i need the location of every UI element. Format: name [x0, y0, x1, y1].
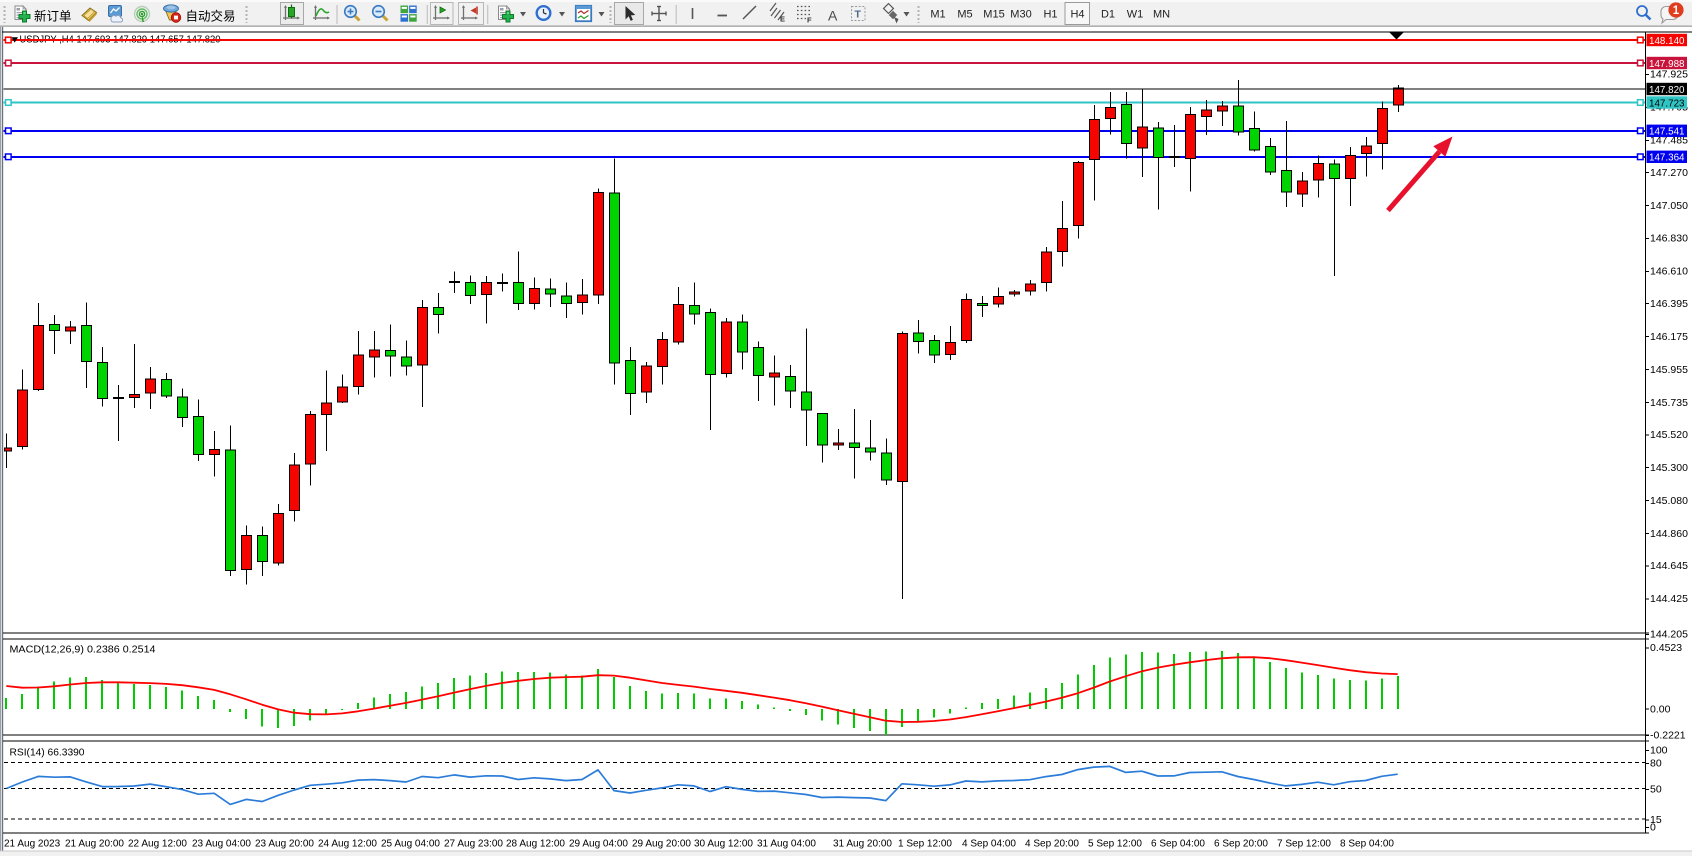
svg-text:146.610: 146.610	[1650, 266, 1688, 278]
svg-text:H1: H1	[1043, 9, 1057, 21]
svg-text:21 Aug 20:00: 21 Aug 20:00	[65, 839, 124, 850]
svg-text:29 Aug 20:00: 29 Aug 20:00	[632, 839, 691, 850]
svg-text:E: E	[780, 15, 785, 24]
svg-text:8 Sep 04:00: 8 Sep 04:00	[1340, 839, 1394, 850]
svg-text:147.270: 147.270	[1650, 167, 1688, 179]
svg-text:21 Aug 2023: 21 Aug 2023	[4, 839, 61, 850]
svg-text:4 Sep 20:00: 4 Sep 20:00	[1025, 839, 1079, 850]
svg-text:M1: M1	[930, 9, 945, 21]
svg-text:M30: M30	[1010, 9, 1031, 21]
svg-text:7 Sep 12:00: 7 Sep 12:00	[1277, 839, 1331, 850]
svg-text:147.485: 147.485	[1650, 135, 1688, 147]
svg-text:T: T	[855, 9, 862, 21]
svg-text:6 Sep 04:00: 6 Sep 04:00	[1151, 839, 1205, 850]
svg-text:22 Aug 12:00: 22 Aug 12:00	[128, 839, 187, 850]
svg-text:147.723: 147.723	[1649, 97, 1685, 109]
svg-text:145.300: 145.300	[1650, 462, 1688, 474]
svg-text:146.175: 146.175	[1650, 331, 1688, 343]
svg-text:146.830: 146.830	[1650, 233, 1688, 245]
svg-text:145.520: 145.520	[1650, 429, 1688, 441]
svg-text:24 Aug 12:00: 24 Aug 12:00	[318, 839, 377, 850]
svg-text:29 Aug 04:00: 29 Aug 04:00	[569, 839, 628, 850]
svg-text:50: 50	[1650, 784, 1662, 796]
svg-text:W1: W1	[1127, 9, 1144, 21]
svg-text:31 Aug 20:00: 31 Aug 20:00	[833, 839, 892, 850]
svg-text:148.140: 148.140	[1649, 35, 1685, 47]
svg-text:28 Aug 12:00: 28 Aug 12:00	[506, 839, 565, 850]
svg-text:145.735: 145.735	[1650, 397, 1688, 409]
svg-text:23 Aug 04:00: 23 Aug 04:00	[192, 839, 251, 850]
svg-text:147.925: 147.925	[1650, 69, 1688, 81]
svg-text:80: 80	[1650, 758, 1662, 770]
svg-text:6 Sep 20:00: 6 Sep 20:00	[1214, 839, 1268, 850]
svg-text:5 Sep 12:00: 5 Sep 12:00	[1088, 839, 1142, 850]
svg-text:15: 15	[1650, 814, 1662, 826]
svg-text:146.395: 146.395	[1650, 298, 1688, 310]
svg-text:144.860: 144.860	[1650, 528, 1688, 540]
svg-text:MACD(12,26,9) 0.2386 0.2514: MACD(12,26,9) 0.2386 0.2514	[10, 645, 156, 656]
svg-text:1 Sep 12:00: 1 Sep 12:00	[898, 839, 952, 850]
svg-text:MN: MN	[1153, 9, 1170, 21]
svg-text:144.425: 144.425	[1650, 593, 1688, 605]
svg-text:新订单: 新订单	[34, 9, 72, 24]
svg-text:147.050: 147.050	[1650, 200, 1688, 212]
svg-text:-0.2221: -0.2221	[1650, 730, 1686, 742]
svg-text:4 Sep 04:00: 4 Sep 04:00	[962, 839, 1016, 850]
svg-text:147.364: 147.364	[1649, 152, 1685, 164]
svg-text:23 Aug 20:00: 23 Aug 20:00	[255, 839, 314, 850]
svg-text:100: 100	[1650, 745, 1668, 757]
svg-text:144.645: 144.645	[1650, 560, 1688, 572]
svg-text:M5: M5	[957, 9, 972, 21]
svg-text:31 Aug 04:00: 31 Aug 04:00	[757, 839, 816, 850]
svg-text:A: A	[828, 8, 838, 24]
svg-text:144.205: 144.205	[1650, 629, 1688, 641]
svg-text:27 Aug 23:00: 27 Aug 23:00	[444, 839, 503, 850]
svg-text:H4: H4	[1070, 9, 1084, 21]
svg-text:0.00: 0.00	[1650, 703, 1671, 715]
svg-text:0.4523: 0.4523	[1650, 642, 1682, 654]
svg-text:147.820: 147.820	[1649, 84, 1685, 96]
svg-text:0: 0	[1650, 822, 1656, 834]
svg-text:30 Aug 12:00: 30 Aug 12:00	[694, 839, 753, 850]
svg-text:145.080: 145.080	[1650, 495, 1688, 507]
svg-text:1: 1	[1673, 5, 1680, 17]
svg-text:147.988: 147.988	[1649, 58, 1685, 70]
svg-text:25 Aug 04:00: 25 Aug 04:00	[381, 839, 440, 850]
svg-text:D1: D1	[1101, 9, 1115, 21]
svg-text:145.955: 145.955	[1650, 364, 1688, 376]
svg-text:F: F	[807, 16, 812, 25]
svg-text:M15: M15	[983, 9, 1004, 21]
svg-text:147.541: 147.541	[1649, 126, 1685, 138]
svg-text:RSI(14) 66.3390: RSI(14) 66.3390	[10, 748, 85, 759]
svg-text:自动交易: 自动交易	[186, 9, 236, 24]
